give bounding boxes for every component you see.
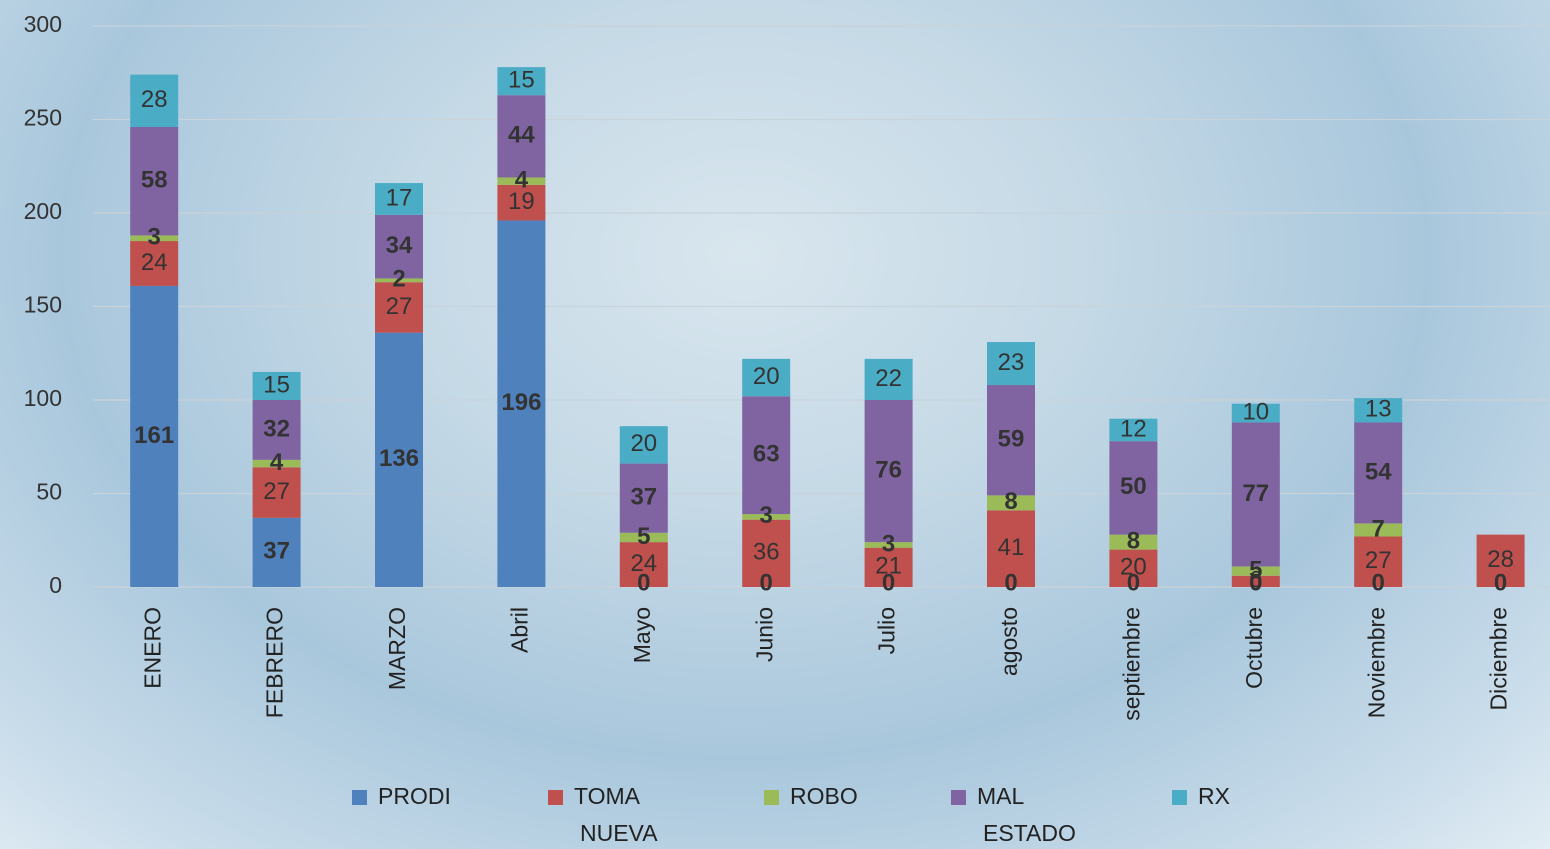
y-tick-label: 150 xyxy=(24,292,62,318)
data-label: 50 xyxy=(1120,473,1147,500)
data-label: 22 xyxy=(875,365,902,392)
x-tick-label: Diciembre xyxy=(1486,607,1512,711)
data-label: 54 xyxy=(1365,458,1392,485)
legend-item: PRODI xyxy=(352,783,451,809)
data-label: 7 xyxy=(1372,515,1385,542)
data-label: 28 xyxy=(1487,546,1514,573)
data-label: 5 xyxy=(637,523,650,550)
data-label: 8 xyxy=(1127,527,1140,554)
x-tick-label: Octubre xyxy=(1241,607,1267,689)
data-label: 76 xyxy=(875,456,902,483)
data-label: 24 xyxy=(630,550,657,577)
data-label: 0 xyxy=(760,569,773,596)
data-label: 44 xyxy=(508,122,535,149)
legend-swatch xyxy=(764,790,779,805)
legend-label: RX xyxy=(1198,783,1230,809)
x-tick-label: Noviembre xyxy=(1363,607,1389,718)
x-tick-label: MARZO xyxy=(384,607,410,690)
page: {"chart_data": {"type": "stacked-bar", "… xyxy=(0,0,1550,849)
legend-item: MALESTADO xyxy=(951,783,1076,846)
data-label: 10 xyxy=(1242,398,1269,425)
data-label: 0 xyxy=(1004,569,1017,596)
legend-swatch xyxy=(1172,790,1187,805)
y-tick-label: 300 xyxy=(24,11,62,37)
y-tick-label: 50 xyxy=(36,479,62,505)
data-label: 36 xyxy=(753,539,780,566)
data-label: 41 xyxy=(998,534,1025,561)
data-label: 2 xyxy=(392,266,405,293)
y-tick-label: 250 xyxy=(24,105,62,131)
x-tick-label: Abril xyxy=(506,607,532,653)
data-label: 4 xyxy=(515,167,529,194)
y-tick-label: 100 xyxy=(24,385,62,411)
x-tick-label: septiembre xyxy=(1118,607,1144,721)
data-label: 161 xyxy=(134,422,174,449)
data-label: 0 xyxy=(1494,569,1507,596)
data-label: 15 xyxy=(263,371,290,398)
data-label: 59 xyxy=(998,426,1025,453)
x-tick-label: Mayo xyxy=(629,607,655,663)
data-label: 20 xyxy=(1120,554,1147,581)
data-label: 4 xyxy=(270,449,284,476)
data-label: 37 xyxy=(263,538,290,565)
data-label: 27 xyxy=(1365,547,1392,574)
data-label: 13 xyxy=(1365,396,1392,423)
data-label: 3 xyxy=(148,224,161,251)
data-label: 37 xyxy=(630,484,657,511)
legend-swatch xyxy=(951,790,966,805)
data-label: 63 xyxy=(753,441,780,468)
legend-swatch xyxy=(548,790,563,805)
legend-label: TOMANUEVA xyxy=(574,783,658,846)
data-label: 28 xyxy=(141,86,168,113)
data-label: 17 xyxy=(386,184,413,211)
y-tick-label: 200 xyxy=(24,198,62,224)
data-label: 77 xyxy=(1242,480,1269,507)
chart: 050100150200250300ENEROFEBREROMARZOAbril… xyxy=(0,0,1550,849)
x-tick-label: FEBRERO xyxy=(262,607,288,718)
data-label: 20 xyxy=(753,363,780,390)
x-tick-label: Junio xyxy=(751,607,777,662)
data-label: 3 xyxy=(760,502,773,529)
data-label: 12 xyxy=(1120,415,1147,442)
legend-label: PRODI xyxy=(378,783,451,809)
data-label: 3 xyxy=(882,530,895,557)
data-label: 23 xyxy=(998,349,1025,376)
data-label: 27 xyxy=(263,478,290,505)
data-label: 32 xyxy=(263,415,290,442)
data-label: 136 xyxy=(379,445,419,472)
data-label: 27 xyxy=(386,293,413,320)
legend-label: ROBO xyxy=(790,783,858,809)
x-tick-label: Julio xyxy=(874,607,900,654)
data-label: 34 xyxy=(386,232,413,259)
legend-item: RX xyxy=(1172,783,1230,809)
data-label: 5 xyxy=(1249,556,1262,583)
x-tick-label: ENERO xyxy=(139,607,165,689)
data-label: 8 xyxy=(1004,488,1017,515)
data-label: 196 xyxy=(501,389,541,416)
y-tick-label: 0 xyxy=(49,572,62,598)
x-tick-label: agosto xyxy=(996,607,1022,676)
data-label: 15 xyxy=(508,67,535,94)
data-label: 58 xyxy=(141,167,168,194)
legend-item: ROBO xyxy=(764,783,858,809)
data-label: 20 xyxy=(630,430,657,457)
legend-swatch xyxy=(352,790,367,805)
data-label: 24 xyxy=(141,249,168,276)
